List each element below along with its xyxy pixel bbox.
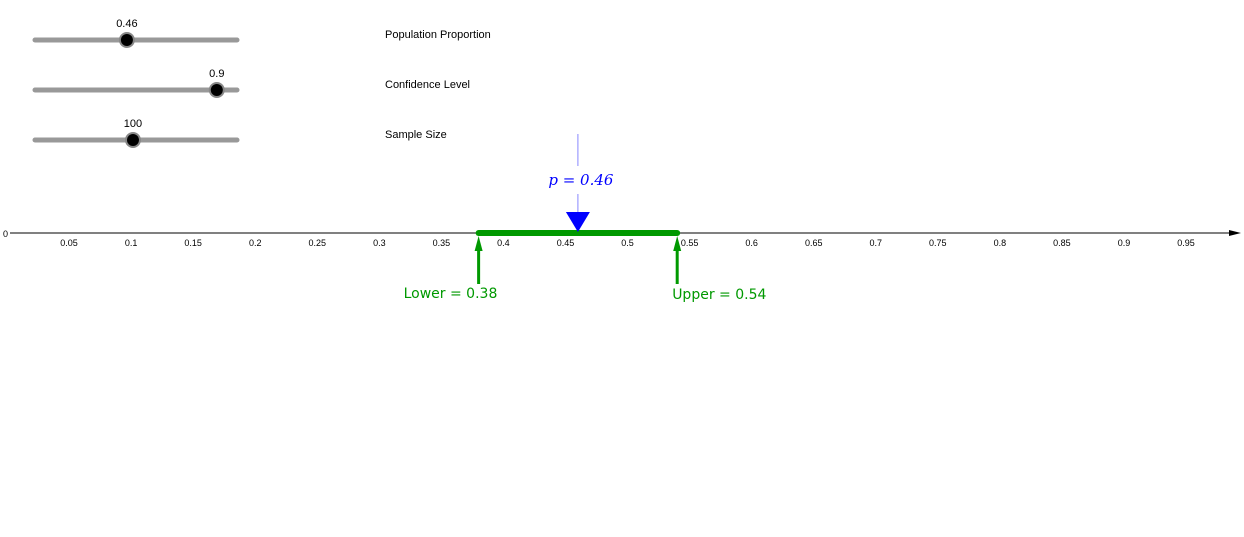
axis-tick-label: 0.4: [497, 238, 510, 248]
slider-knob[interactable]: [126, 134, 139, 146]
axis-tick-label: 0.65: [805, 238, 823, 248]
axis-tick-label: 0.45: [557, 238, 575, 248]
axis-tick-label: 0.8: [994, 238, 1007, 248]
axis-tick-label: 0.35: [433, 238, 451, 248]
x-axis-arrow-icon: [1229, 230, 1241, 236]
axis-tick-label: 0.1: [125, 238, 138, 248]
axis-tick-label: 0.55: [681, 238, 699, 248]
p-marker-triangle-icon[interactable]: [565, 212, 590, 232]
p-label: p = 0.46: [548, 171, 614, 189]
axis-tick-label: 0.6: [745, 238, 758, 248]
axis-tick-label: 0.95: [1177, 238, 1195, 248]
axis-tick-label: 0.9: [1118, 238, 1131, 248]
slider-label: Population Proportion: [385, 29, 491, 41]
slider-value: 0.46: [116, 18, 137, 30]
axis-tick-label: 0.75: [929, 238, 947, 248]
lower-label: Lower = 0.38: [404, 286, 498, 302]
slider-knob[interactable]: [120, 34, 133, 46]
upper-arrow-head-icon: [673, 236, 682, 251]
axis-tick-label: 0.85: [1053, 238, 1071, 248]
lower-arrow-head-icon: [474, 236, 483, 251]
axis-tick-label: 0.5: [621, 238, 634, 248]
axis-tick-label: 0.15: [184, 238, 202, 248]
axis-tick-label: 0.25: [309, 238, 327, 248]
slider-label: Sample Size: [385, 129, 447, 141]
axis-tick-label: 0.2: [249, 238, 262, 248]
slider-knob[interactable]: [210, 84, 223, 96]
slider-value: 100: [124, 118, 142, 130]
axis-tick-label: 0.05: [60, 238, 78, 248]
slider-value: 0.9: [209, 68, 224, 80]
axis-tick-label: 0.7: [870, 238, 883, 248]
slider-label: Confidence Level: [385, 79, 470, 91]
axis-tick-label: 0.3: [373, 238, 386, 248]
upper-label: Upper = 0.54: [672, 287, 766, 303]
origin-label: 0: [3, 229, 8, 239]
